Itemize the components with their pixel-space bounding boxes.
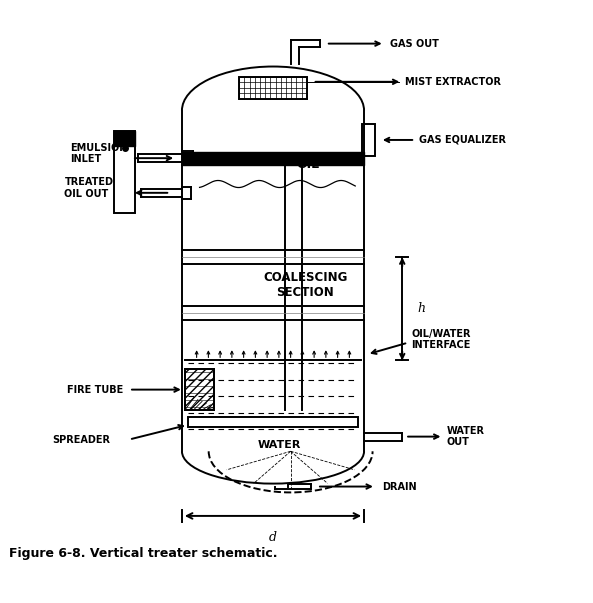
Text: GAS OUT: GAS OUT — [391, 39, 439, 49]
Bar — [188, 417, 358, 427]
Text: OIL/WATER
INTERFACE: OIL/WATER INTERFACE — [411, 329, 471, 350]
Text: OIL: OIL — [296, 157, 320, 171]
Text: GAS EQUALIZER: GAS EQUALIZER — [419, 135, 506, 145]
Text: TREATED
OIL OUT: TREATED OIL OUT — [65, 177, 113, 199]
Text: FIRE TUBE: FIRE TUBE — [67, 385, 123, 394]
Text: DRAIN: DRAIN — [382, 482, 416, 491]
Text: SPREADER: SPREADER — [53, 435, 111, 444]
Text: COALESCING
SECTION: COALESCING SECTION — [263, 271, 347, 299]
Text: MIST EXTRACTOR: MIST EXTRACTOR — [405, 77, 501, 87]
Text: h: h — [417, 302, 425, 315]
Bar — [239, 77, 307, 99]
Bar — [362, 124, 375, 156]
Bar — [185, 369, 214, 410]
Text: WATER: WATER — [257, 440, 301, 450]
Text: d: d — [269, 531, 277, 543]
Bar — [114, 131, 135, 213]
Text: Figure 6-8. Vertical treater schematic.: Figure 6-8. Vertical treater schematic. — [9, 547, 277, 560]
Text: EMULSION
INLET: EMULSION INLET — [71, 143, 127, 164]
Bar — [185, 369, 214, 410]
Text: WATER
OUT: WATER OUT — [447, 426, 484, 447]
